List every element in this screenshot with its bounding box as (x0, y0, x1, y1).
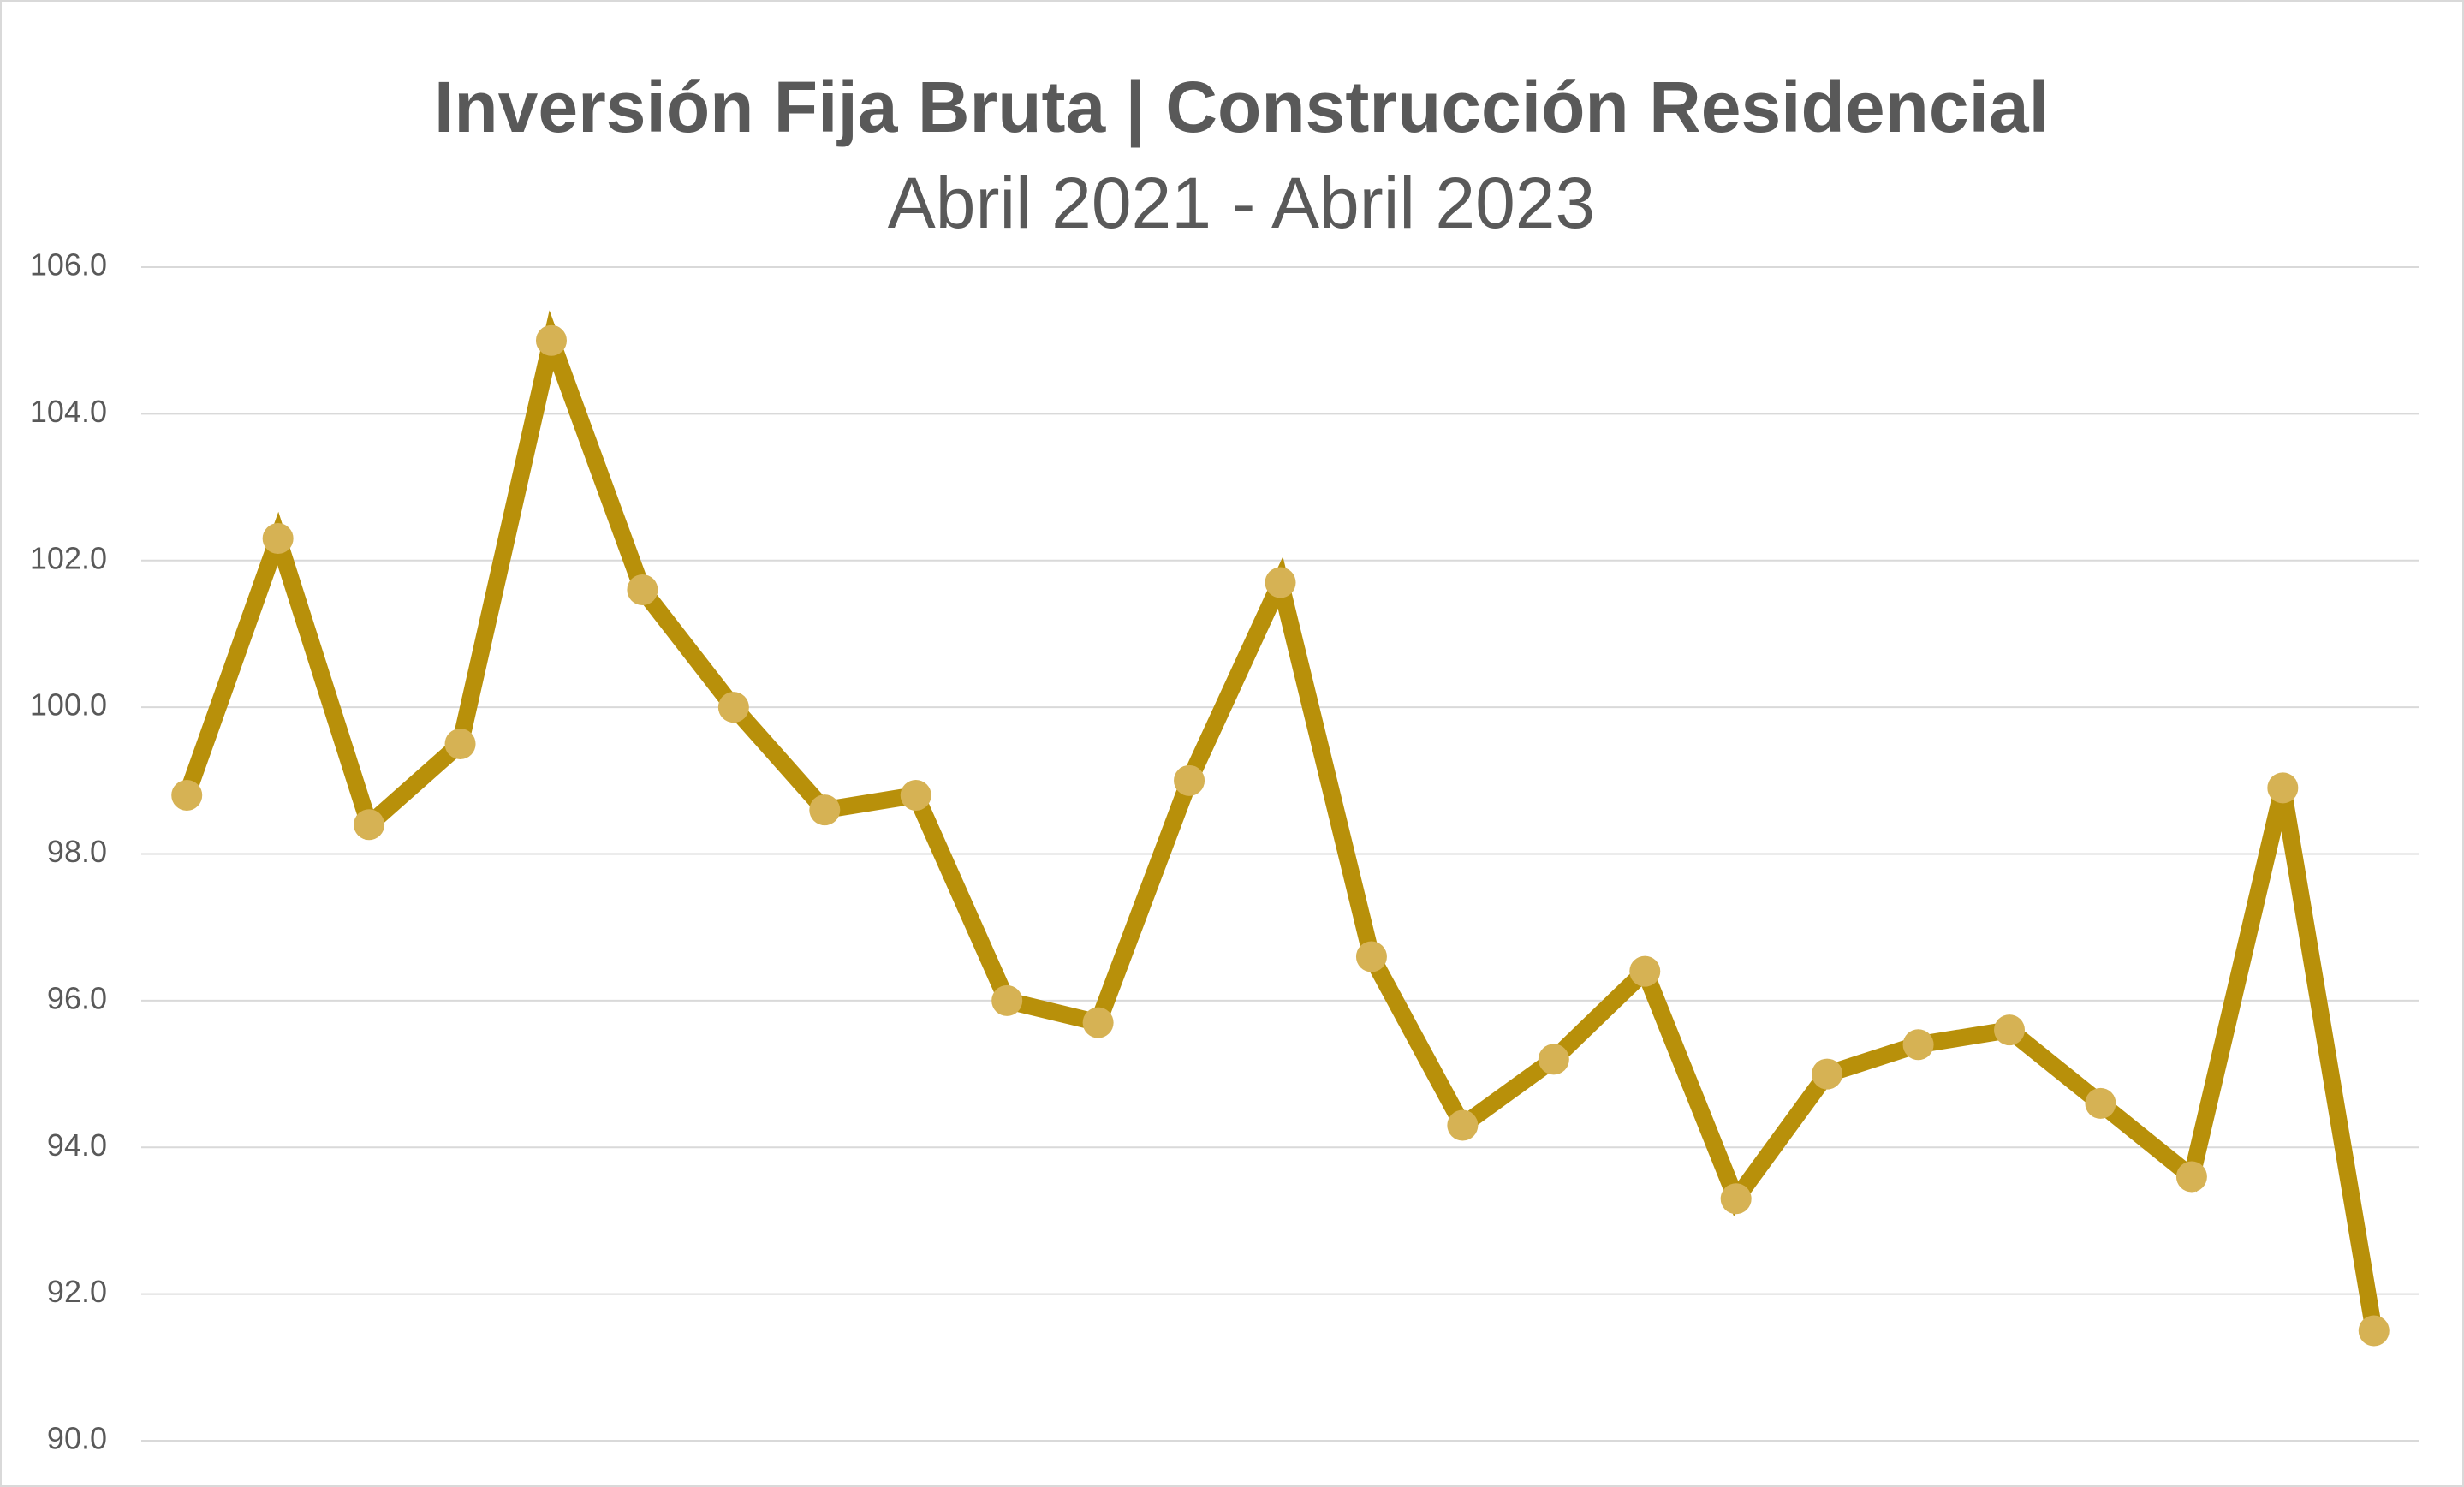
marker (1994, 1014, 2026, 1046)
marker (1538, 1044, 1569, 1075)
marker (2085, 1087, 2116, 1119)
marker (1902, 1029, 1934, 1061)
marker (1629, 955, 1661, 987)
marker (1447, 1109, 1479, 1141)
marker (717, 692, 749, 723)
chart-subtitle: Abril 2021 - Abril 2023 (888, 163, 1596, 243)
marker (1082, 1007, 1114, 1038)
chart-title: Inversión Fija Bruta | Construcción Resi… (434, 67, 2049, 148)
marker (354, 809, 385, 841)
y-tick-label: 102.0 (30, 540, 107, 575)
marker (627, 574, 658, 606)
marker (171, 779, 203, 811)
y-tick-label: 98.0 (47, 834, 107, 869)
marker (1265, 567, 1296, 598)
marker (809, 794, 841, 826)
y-tick-label: 100.0 (30, 687, 107, 723)
marker (2267, 772, 2299, 804)
y-tick-label: 94.0 (47, 1127, 107, 1163)
marker (1355, 941, 1387, 972)
marker (991, 984, 1023, 1016)
marker (2358, 1315, 2390, 1347)
y-tick-label: 96.0 (47, 980, 107, 1015)
marker (262, 523, 294, 555)
marker (1720, 1183, 1752, 1215)
marker (1174, 764, 1205, 796)
marker (1812, 1058, 1843, 1090)
marker (444, 728, 476, 759)
marker (2175, 1161, 2207, 1193)
y-tick-label: 90.0 (47, 1421, 107, 1456)
y-tick-label: 106.0 (30, 247, 107, 283)
y-tick-label: 104.0 (30, 394, 107, 429)
marker (535, 324, 567, 356)
marker (900, 779, 931, 811)
y-tick-label: 92.0 (47, 1274, 107, 1309)
